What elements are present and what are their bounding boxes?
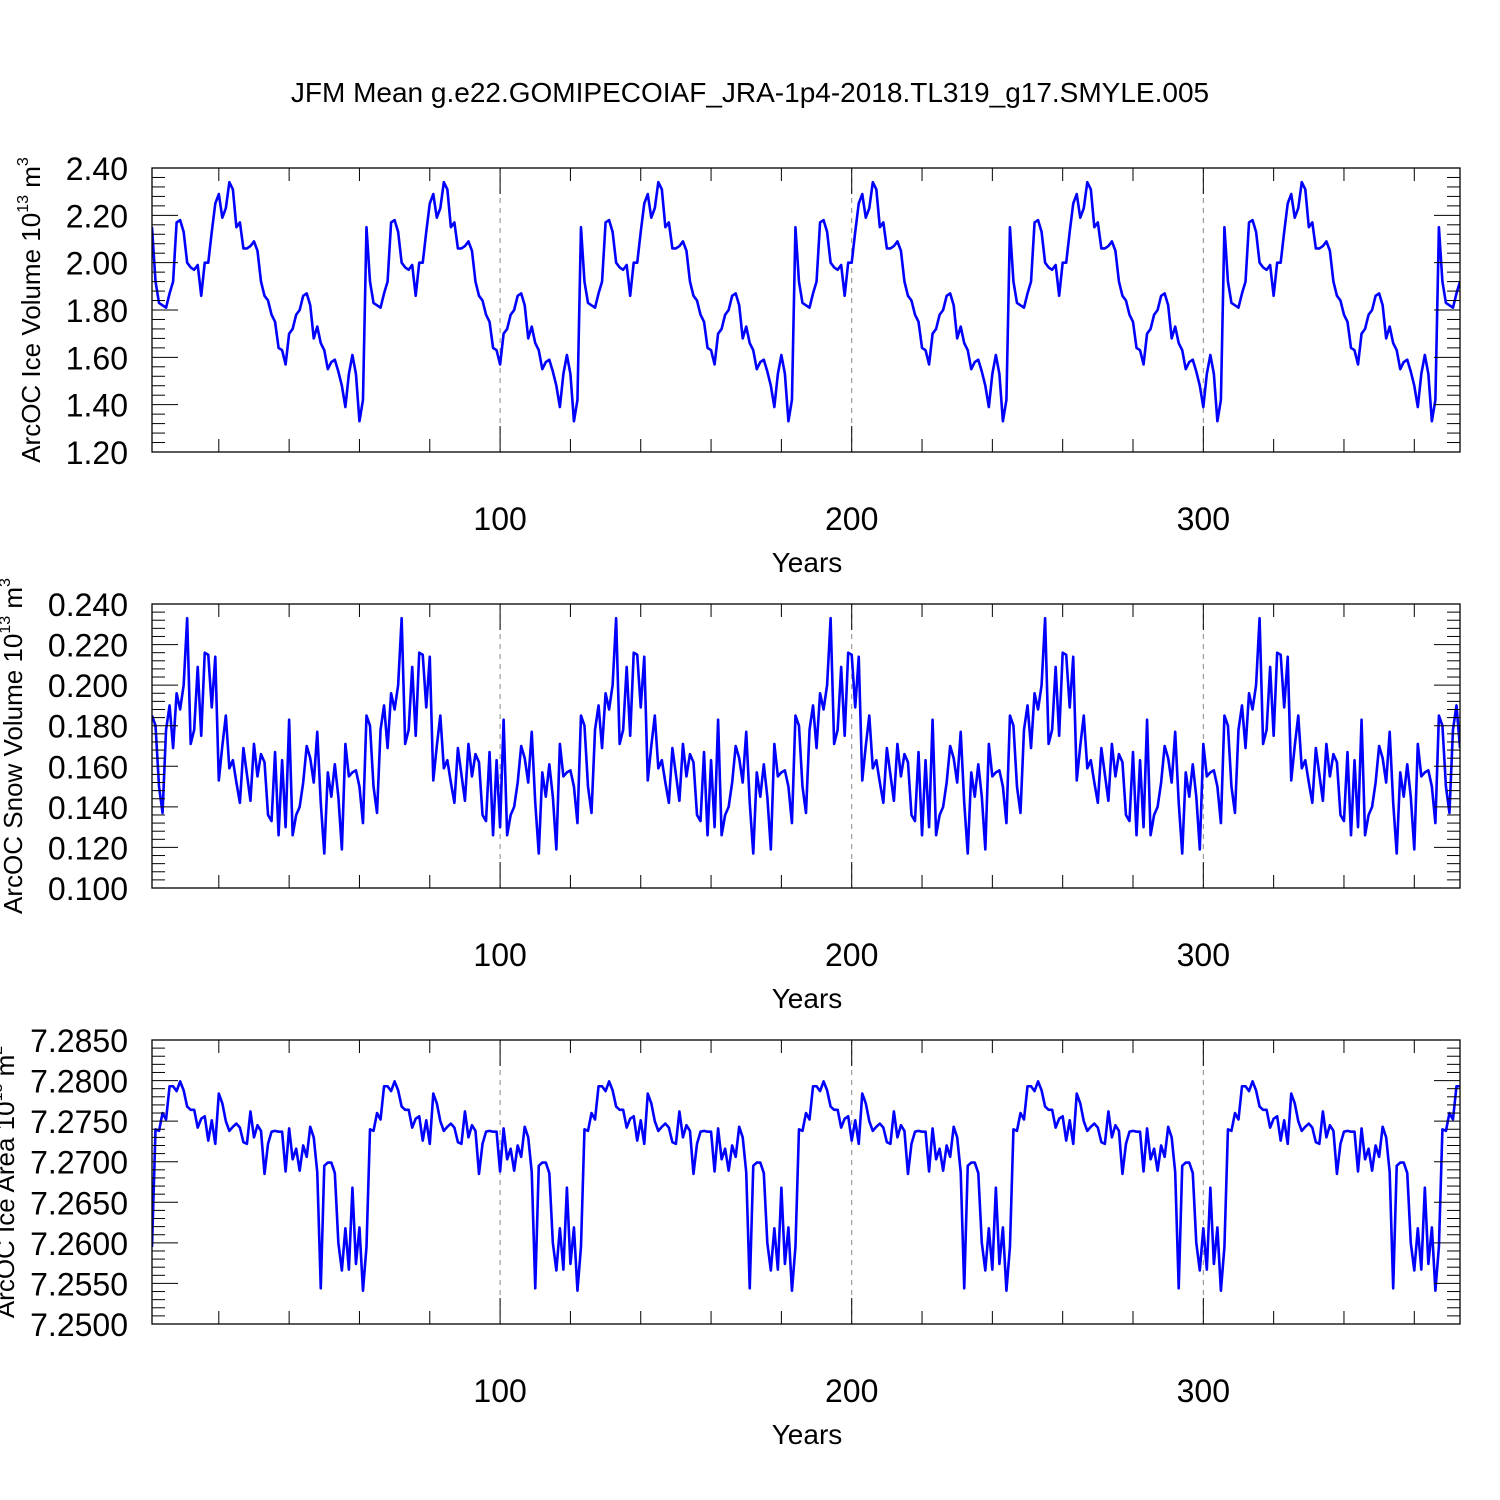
y-tick-label: 7.2800 (30, 1064, 128, 1100)
y-tick-label: 0.140 (48, 790, 128, 826)
y-tick-label: 1.20 (66, 435, 128, 471)
x-tick-label: 200 (825, 501, 878, 537)
y-tick-label: 1.80 (66, 293, 128, 329)
y-tick-label: 7.2650 (30, 1185, 128, 1221)
y-tick-label: 2.40 (66, 151, 128, 187)
y-tick-label: 0.240 (48, 587, 128, 623)
panel-snow-volume: 0.100 0.120 0.140 0.160 0.180 0.200 0.220 0.240… (0, 578, 1461, 1014)
x-axis-label: Years (772, 983, 843, 1014)
y-tick-label: 1.60 (66, 340, 128, 376)
panel-ice-area: 7.2500 7.2550 7.2600 7.2650 7.2700 7.2750 7.28… (0, 1023, 1461, 1450)
y-tick-label: 2.00 (66, 246, 128, 282)
x-tick-label: 300 (1177, 1373, 1230, 1409)
y-tick-label: 0.100 (48, 871, 128, 907)
y-tick-label: 7.2750 (30, 1104, 128, 1140)
x-tick-label: 300 (1177, 937, 1230, 973)
plot-frame (151, 167, 1461, 453)
y-tick-label: 2.20 (66, 198, 128, 234)
y-tick-label: 7.2550 (30, 1266, 128, 1302)
x-tick-label: 300 (1177, 501, 1230, 537)
y-tick-label: 0.120 (48, 830, 128, 866)
y-tick-label: 0.180 (48, 709, 128, 745)
x-tick-label: 100 (473, 937, 526, 973)
y-tick-label: 7.2500 (30, 1307, 128, 1343)
plot-frame (151, 1039, 1461, 1325)
plot-frame (151, 603, 1461, 889)
series-line-ice-area (152, 1080, 1460, 1293)
y-tick-label: 1.40 (66, 388, 128, 424)
x-tick-label: 100 (473, 501, 526, 537)
y-axis-label: ArcOC Ice Area 1013 m2 (0, 1046, 20, 1318)
panel-ice-volume: 1.20 1.40 1.60 1.80 2.00 2.20 2.40 100 200 300 Yea… (15, 151, 1461, 578)
x-tick-label: 200 (825, 1373, 878, 1409)
x-axis-label: Years (772, 1419, 843, 1450)
y-tick-label: 7.2600 (30, 1226, 128, 1262)
x-tick-label: 100 (473, 1373, 526, 1409)
x-axis-label: Years (772, 547, 843, 578)
y-tick-label: 0.200 (48, 668, 128, 704)
y-tick-label: 7.2850 (30, 1023, 128, 1059)
y-axis-label: ArcOC Ice Volume 1013 m3 (15, 157, 46, 463)
x-tick-label: 200 (825, 937, 878, 973)
y-axis-label: ArcOC Snow Volume 1013 m3 (0, 578, 28, 914)
series-line-ice-volume (152, 180, 1460, 423)
y-tick-label: 0.220 (48, 628, 128, 664)
y-tick-label: 0.160 (48, 749, 128, 785)
y-tick-label: 7.2700 (30, 1145, 128, 1181)
series-line-snow-volume (152, 616, 1460, 855)
chart-title: JFM Mean g.e22.GOMIPECOIAF_JRA-1p4-2018.… (291, 77, 1209, 108)
